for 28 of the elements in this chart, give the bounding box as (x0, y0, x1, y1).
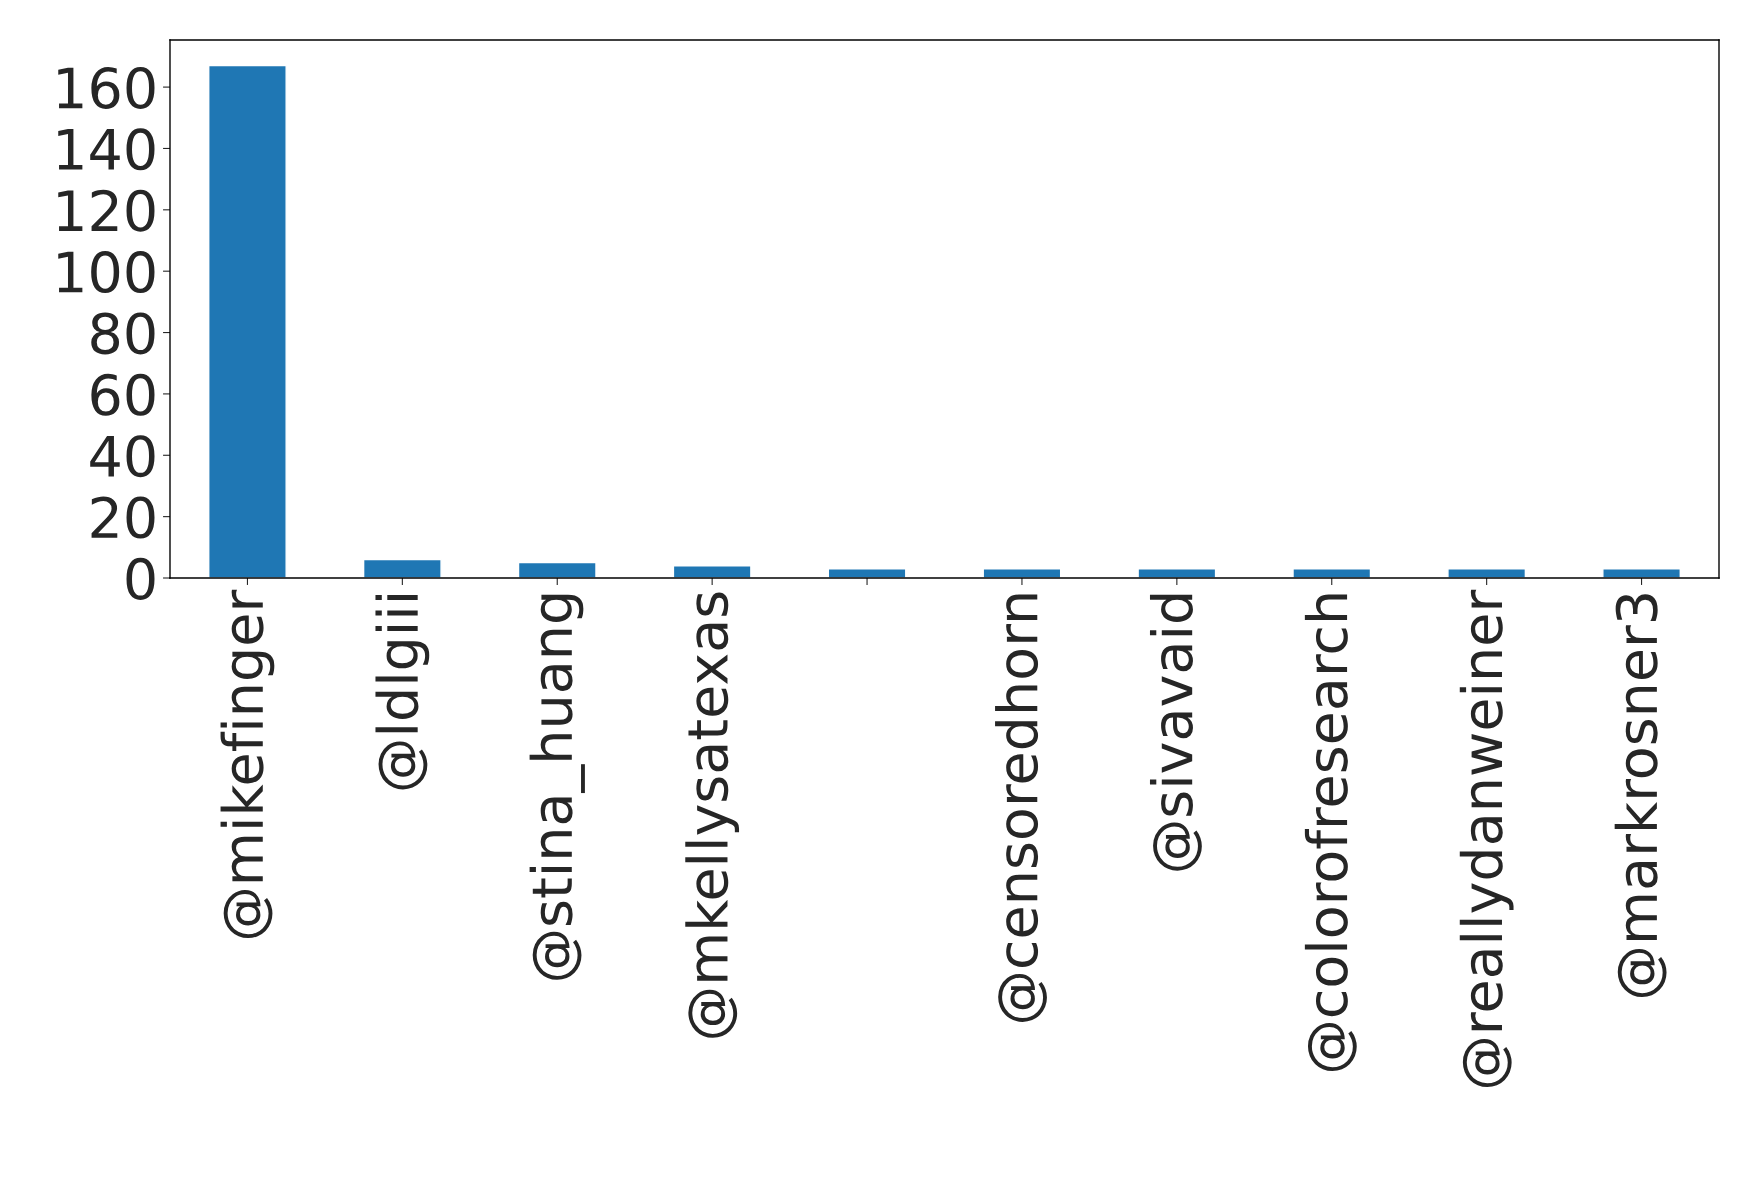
y-tick-label: 40 (90, 435, 155, 478)
y-tick-label: 120 (58, 189, 155, 232)
bar (827, 568, 907, 578)
y-tick-label: 80 (91, 312, 155, 355)
bar (1292, 568, 1372, 578)
y-tick-label: 100 (58, 251, 155, 294)
x-tick-label: @ldlgiii (375, 595, 430, 790)
x-tick-label: @reallydanweiner (1459, 589, 1514, 1088)
bar (362, 558, 442, 578)
bar (1137, 568, 1217, 578)
y-tick-label: 0 (126, 557, 155, 600)
bar (517, 561, 597, 578)
y-tick-label: 160 (58, 66, 155, 109)
y-tick-label: 20 (91, 496, 155, 539)
y-tick-label: 140 (58, 128, 155, 171)
bar (1447, 568, 1527, 578)
bar (672, 565, 752, 578)
y-tick-label: 60 (91, 373, 155, 416)
x-tick-label: @stina_huang (529, 594, 585, 980)
bar (982, 568, 1062, 578)
x-tick-label: @mkellysatexas (685, 592, 740, 1038)
bar (1602, 568, 1681, 578)
x-tick-label: @censoredhorn (995, 594, 1047, 1022)
x-tick-label: @markrosner3 (1614, 594, 1667, 997)
bar (208, 64, 287, 578)
x-tick-label: @mikefinger (220, 589, 275, 939)
x-tick-label: @colorofresearch (1304, 594, 1357, 1072)
x-tick-label: @sivavaid (1149, 594, 1202, 871)
